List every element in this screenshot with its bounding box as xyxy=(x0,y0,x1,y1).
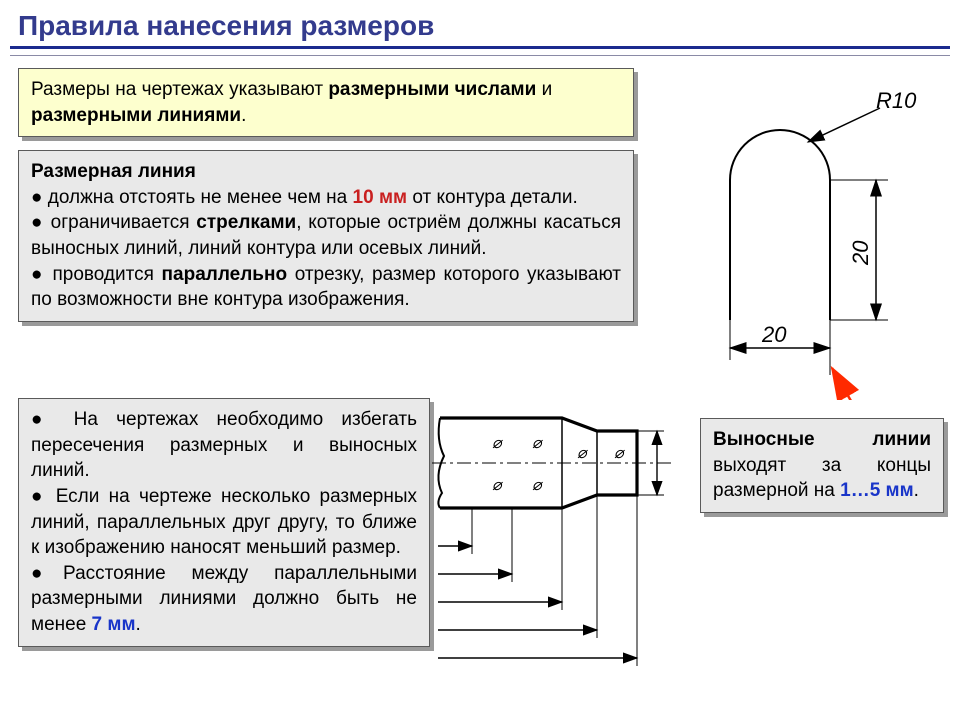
svg-text:⌀: ⌀ xyxy=(532,435,543,452)
drawing-2: ⌀ ⌀ ⌀ ⌀ ⌀ ⌀ xyxy=(432,398,692,688)
bullet-1: ● должна отстоять не менее чем на 10 мм … xyxy=(31,185,621,211)
b1-post: от контура детали. xyxy=(407,187,578,208)
svg-text:⌀: ⌀ xyxy=(577,445,588,462)
bullet-5: ● Если на чертеже несколько размерных ли… xyxy=(31,484,417,561)
b2-b: стрелками xyxy=(196,212,296,233)
dim-line-heading: Размерная линия xyxy=(31,159,621,185)
bullet-2: ● ограничивается стрелками, которые остр… xyxy=(31,210,621,261)
b1-pre: должна отстоять не менее чем на xyxy=(48,187,353,208)
rule-thick xyxy=(10,46,950,49)
b2-pre: ограничивается xyxy=(51,212,197,233)
intro-mid: и xyxy=(536,79,552,100)
b5-text: Если на чертеже несколько размерных лини… xyxy=(31,486,417,558)
rules-extra-card: ● На чертежах необходимо избегать пересе… xyxy=(18,398,430,647)
svg-text:⌀: ⌀ xyxy=(532,477,543,494)
rule-thin xyxy=(10,55,950,56)
intro-post: . xyxy=(241,105,246,126)
bullet-4: ● На чертежах необходимо избегать пересе… xyxy=(31,407,417,484)
drawing-1: 20 20 R10 xyxy=(690,80,950,400)
bullet-6: ●Расстояние между параллельными размерны… xyxy=(31,561,417,638)
b6-pre: Расстояние между параллельными размерным… xyxy=(31,563,417,635)
svg-text:⌀: ⌀ xyxy=(492,477,503,494)
svg-text:⌀: ⌀ xyxy=(614,445,625,462)
bullet-3: ● проводится параллельно отрезку, размер… xyxy=(31,262,621,313)
b3-pre: проводится xyxy=(52,264,161,285)
callout-post: . xyxy=(914,480,919,501)
svg-text:⌀: ⌀ xyxy=(492,435,503,452)
dim-h-label: 20 xyxy=(761,322,787,347)
b6-hl: 7 мм xyxy=(92,614,136,635)
dim-v-label: 20 xyxy=(848,240,873,266)
b6-post: . xyxy=(136,614,141,635)
callout-card: Выносные линии выходят за концы размерно… xyxy=(700,418,944,513)
intro-b1: размерными числами xyxy=(328,79,536,100)
intro-card: Размеры на чертежах указывают размерными… xyxy=(18,68,634,137)
page-title: Правила нанесения размеров xyxy=(0,0,960,46)
callout-hl: 1…5 мм xyxy=(840,480,914,501)
intro-b2: размерными линиями xyxy=(31,105,241,126)
dim-line-card: Размерная линия ● должна отстоять не мен… xyxy=(18,150,634,322)
b3-b: параллельно xyxy=(162,264,288,285)
b1-hl: 10 мм xyxy=(353,187,408,208)
intro-pre: Размеры на чертежах указывают xyxy=(31,79,328,100)
radius-label: R10 xyxy=(876,88,917,113)
callout-b: Выносные линии xyxy=(713,429,931,450)
b4-text: На чертежах необходимо избегать пересече… xyxy=(31,409,417,481)
